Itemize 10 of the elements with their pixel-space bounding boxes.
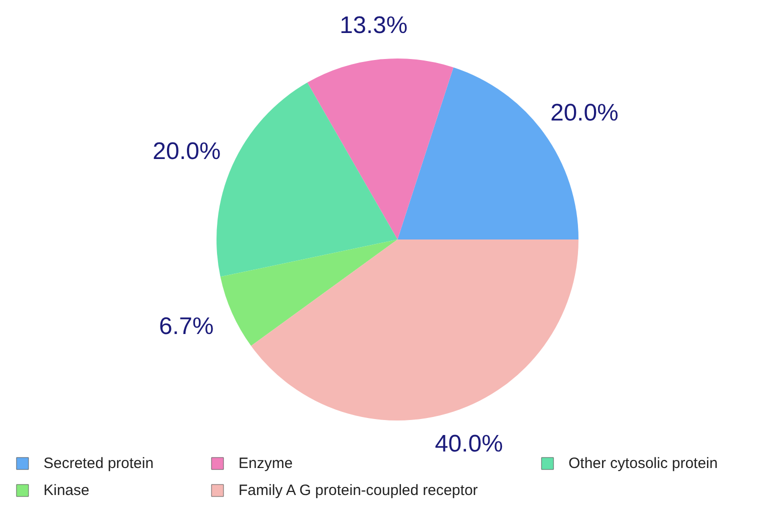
legend-label: Kinase — [44, 482, 90, 499]
data-label: 13.3% — [340, 12, 408, 40]
data-label: 20.0% — [152, 138, 221, 166]
data-label: 20.0% — [550, 100, 618, 127]
legend-label: Secreted protein — [44, 455, 154, 472]
data-label: 6.7% — [159, 313, 214, 340]
legend-label: Enzyme — [238, 455, 293, 472]
legend-label: Family A G protein-coupled receptor — [238, 482, 478, 499]
legend-label: Other cytosolic protein — [568, 455, 718, 472]
data-label: 40.0% — [434, 430, 503, 458]
